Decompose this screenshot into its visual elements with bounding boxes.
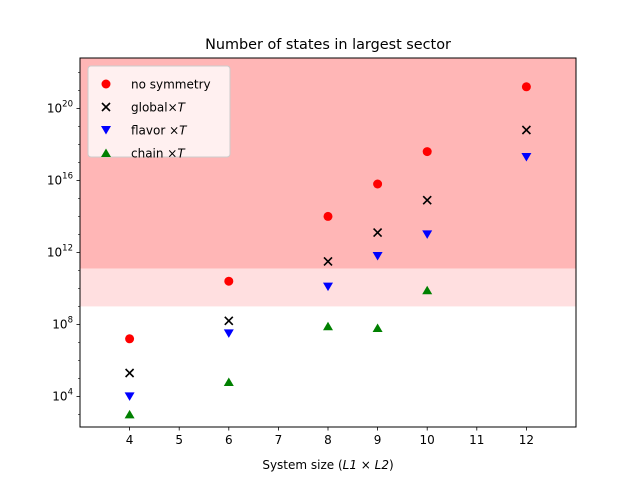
data-point	[223, 377, 234, 386]
x-marker-stroke	[101, 102, 111, 112]
legend-label: chain ×T	[131, 147, 186, 161]
data-point	[125, 334, 135, 344]
data-point	[422, 147, 432, 157]
x-marker-stroke	[373, 228, 383, 238]
x-marker-stroke	[224, 316, 234, 326]
chart-title: Number of states in largest sector	[205, 37, 451, 53]
data-point	[521, 153, 532, 162]
data-point	[124, 409, 135, 419]
data-point	[323, 282, 333, 292]
x-tick-label: 6	[225, 433, 233, 447]
series-4	[124, 285, 433, 419]
x-tick-label: 10	[420, 433, 435, 447]
data-point	[323, 256, 333, 266]
x-axis-ticks: 4 5 6 7 8 9 10 11 12	[126, 427, 534, 447]
x-tick-label: 8	[324, 433, 332, 447]
y-tick-label: 108	[52, 315, 73, 331]
y-tick-label: 104	[52, 387, 73, 403]
data-point	[372, 323, 383, 332]
series-2	[125, 125, 531, 378]
x-marker-stroke	[422, 195, 432, 205]
legend-marker	[101, 126, 111, 135]
data-point	[323, 211, 333, 221]
data-point	[224, 316, 234, 326]
data-point	[224, 276, 234, 286]
legend-label: no symmetry	[131, 78, 211, 92]
data-point	[373, 179, 383, 189]
legend-marker	[101, 148, 111, 157]
y-axis-ticks: 104 108 1012 1016 1020	[47, 72, 80, 415]
data-point	[223, 329, 234, 338]
data-point	[521, 82, 531, 92]
data-point	[422, 195, 432, 205]
x-tick-label: 12	[519, 433, 534, 447]
data-point	[125, 368, 135, 378]
y-tick-label: 1012	[47, 243, 73, 259]
legend: no symmetry global×T flavor ×T chain ×T	[87, 65, 231, 161]
data-point	[422, 285, 433, 295]
x-marker-stroke	[521, 125, 531, 135]
data-point	[372, 252, 383, 261]
x-axis-label: System size (L1 × L2)	[262, 458, 393, 472]
legend-marker	[101, 79, 111, 89]
x-tick-label: 9	[374, 433, 382, 447]
data-point	[124, 392, 135, 401]
data-point	[521, 125, 531, 135]
y-tick-label: 1020	[47, 99, 73, 115]
legend-marker	[101, 102, 111, 112]
legend-label: flavor ×T	[131, 124, 188, 138]
x-tick-label: 7	[275, 433, 283, 447]
data-point	[422, 230, 433, 239]
x-marker-stroke	[125, 368, 135, 378]
x-tick-label: 11	[469, 433, 484, 447]
data-points	[124, 82, 532, 419]
series-3	[124, 153, 532, 401]
data-point	[373, 228, 383, 238]
x-tick-label: 5	[175, 433, 183, 447]
data-point	[323, 321, 333, 331]
y-tick-label: 1016	[47, 171, 73, 187]
x-tick-label: 4	[126, 433, 134, 447]
legend-label: global×T	[131, 101, 187, 115]
series-1	[125, 82, 531, 344]
legend-box	[87, 65, 231, 158]
x-marker-stroke	[323, 256, 333, 266]
